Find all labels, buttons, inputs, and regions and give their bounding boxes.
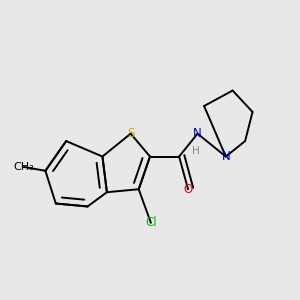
Text: S: S [127, 127, 134, 140]
Text: N: N [193, 127, 202, 140]
Text: H: H [192, 146, 200, 157]
Text: CH₃: CH₃ [13, 162, 34, 172]
Text: O: O [183, 183, 193, 196]
Text: Cl: Cl [145, 216, 157, 229]
Text: N: N [221, 150, 230, 163]
